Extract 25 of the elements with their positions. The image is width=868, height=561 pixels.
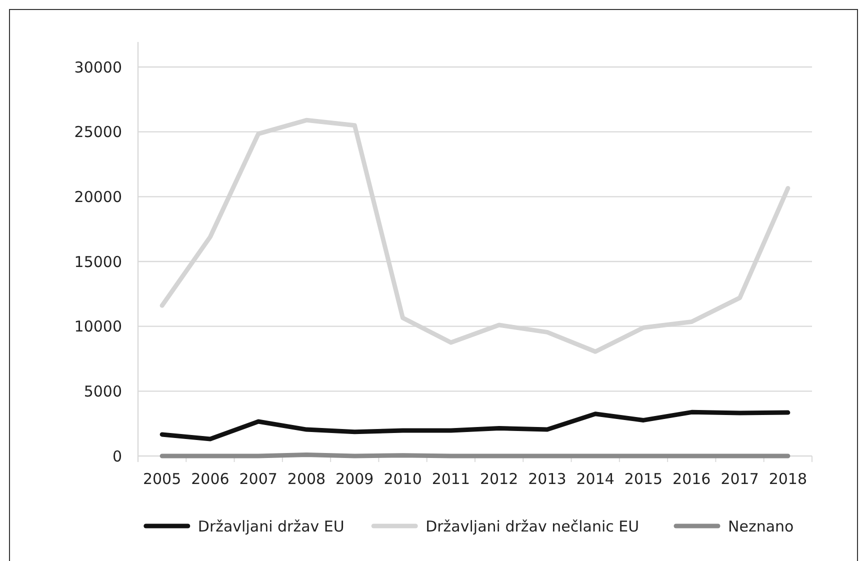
x-tick-label: 2017 bbox=[720, 470, 759, 488]
x-tick-label: 2014 bbox=[576, 470, 614, 488]
y-tick-label: 20000 bbox=[74, 188, 122, 206]
y-tick-label: 5000 bbox=[84, 382, 122, 400]
x-tick-label: 2016 bbox=[672, 470, 711, 488]
x-tick-label: 2011 bbox=[432, 470, 470, 488]
x-tick-label: 2005 bbox=[142, 470, 182, 488]
x-tick-label: 2008 bbox=[287, 470, 326, 488]
x-tick-label: 2007 bbox=[239, 470, 278, 488]
y-tick-label: 25000 bbox=[74, 123, 122, 142]
x-tick-label: 2012 bbox=[480, 470, 518, 488]
x-tick-label: 2018 bbox=[768, 470, 808, 488]
line-series bbox=[160, 410, 790, 442]
x-tick-label: 2010 bbox=[384, 470, 422, 488]
y-tick-label: 0 bbox=[112, 447, 122, 466]
x-tick-label: 2009 bbox=[336, 470, 374, 488]
y-tick-label: 10000 bbox=[74, 318, 122, 336]
x-tick-label: 2015 bbox=[624, 470, 663, 488]
y-tick-label: 15000 bbox=[74, 252, 122, 271]
legend-label: Državljani držav EU bbox=[198, 517, 344, 536]
legend-label: Državljani držav nečlanic EU bbox=[426, 517, 640, 536]
y-tick-label: 30000 bbox=[74, 58, 122, 76]
legend-label: Neznano bbox=[728, 517, 794, 536]
x-tick-label: 2006 bbox=[191, 470, 230, 488]
x-tick-label: 2013 bbox=[528, 470, 566, 488]
